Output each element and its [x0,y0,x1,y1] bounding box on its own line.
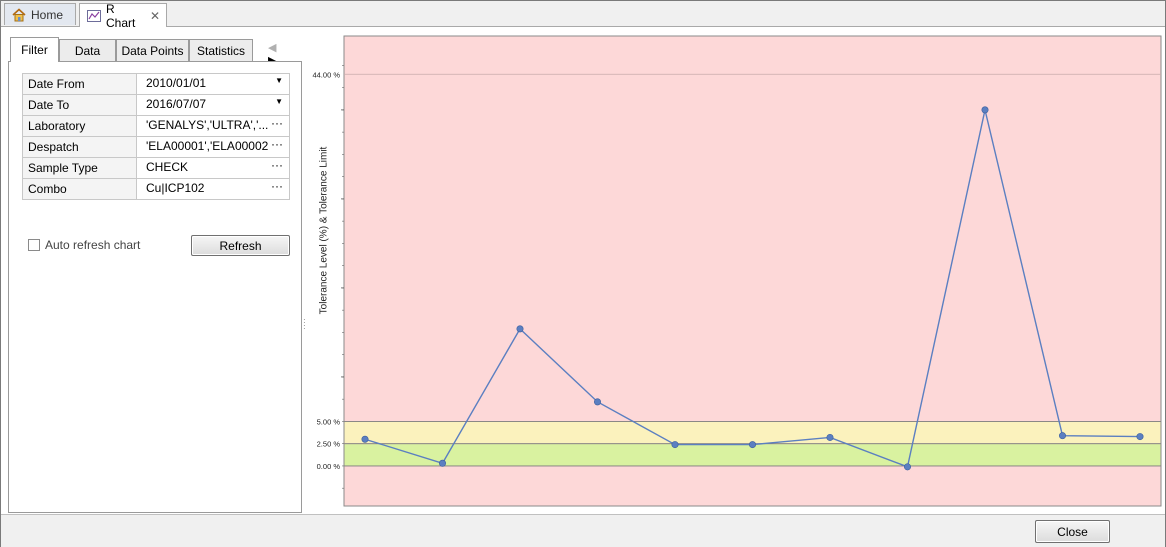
filter-value: 'GENALYS','ULTRA','... [146,117,268,132]
dropdown-arrow-icon[interactable]: ▼ [275,97,283,106]
filter-value-field[interactable]: 2016/07/07 ▼ [136,94,290,116]
data-point [516,325,524,333]
tab-home-label: Home [31,7,64,22]
filter-label: Combo [22,178,137,200]
r-chart-svg: 0.00 % 2.50 % 5.00 % 44.00 % [312,35,1162,507]
filter-tab-body: Date From 2010/01/01 ▼ Date To 2016/07/07 ▼ La… [8,61,302,513]
tab-filter[interactable]: Filter [10,37,59,62]
data-point [903,463,911,471]
refresh-button[interactable]: Refresh [191,235,290,256]
data-point [361,435,369,443]
auto-refresh-checkbox[interactable] [28,239,40,251]
home-icon [11,7,27,23]
tab-data-points[interactable]: Data Points [116,39,189,61]
tab-data[interactable]: Data [59,39,116,61]
filter-property-grid: Date From 2010/01/01 ▼ Date To 2016/07/07 ▼ La… [22,73,290,200]
tolerance-band [344,443,1161,466]
tab-home[interactable]: Home [4,3,76,25]
filter-value-field[interactable]: 2010/01/01 ▼ [136,73,290,95]
data-point [671,441,679,449]
data-point [981,106,989,114]
filter-value-field[interactable]: 'GENALYS','ULTRA','... ··· [136,115,290,137]
filter-label: Laboratory [22,115,137,137]
tab-r-chart[interactable]: R Chart ✕ [79,1,167,30]
ellipsis-button-icon[interactable]: ··· [271,137,283,152]
r-chart-area: Tolerance Level (%) & Tolerance Limit 0.… [305,35,1162,507]
filter-row: Laboratory 'GENALYS','ULTRA','... ··· [22,115,290,137]
data-point [593,398,601,406]
y-tick-label: 44.00 % [312,70,340,79]
data-point [748,441,756,449]
filter-value: 'ELA00001','ELA00002... [146,138,268,153]
filter-value: CHECK [146,159,189,174]
ellipsis-button-icon[interactable]: ··· [271,158,283,173]
tab-r-chart-label: R Chart [106,1,136,30]
filter-value-field[interactable]: CHECK ··· [136,157,290,179]
data-point [439,459,447,467]
tolerance-band [344,421,1161,444]
filter-row: Date From 2010/01/01 ▼ [22,73,290,95]
filter-row: Despatch 'ELA00001','ELA00002... ··· [22,136,290,158]
footer-bar: Close [1,514,1165,547]
close-tab-icon[interactable]: ✕ [149,8,160,23]
auto-refresh-option[interactable]: Auto refresh chart [28,238,140,252]
filter-value: 2010/01/01 [146,75,207,90]
filter-value: 2016/07/07 [146,96,207,111]
y-tick-label: 0.00 % [317,462,341,471]
y-tick-label: 2.50 % [317,440,341,449]
auto-refresh-label: Auto refresh chart [45,238,141,252]
panel-tab-strip: Filter Data Data Points Statistics ◀▶ [8,37,303,67]
filter-value-field[interactable]: Cu|ICP102 ··· [136,178,290,200]
splitter-grip[interactable]: · · · · [303,315,306,333]
ellipsis-button-icon[interactable]: ··· [271,116,283,131]
filter-row: Date To 2016/07/07 ▼ [22,94,290,116]
y-tick-label: 5.00 % [317,417,341,426]
filter-panel: Filter Data Data Points Statistics ◀▶ Da… [8,37,303,513]
filter-label: Sample Type [22,157,137,179]
data-point [1136,433,1144,441]
data-point [826,433,834,441]
filter-label: Despatch [22,136,137,158]
filter-row: Combo Cu|ICP102 ··· [22,178,290,200]
data-point [1058,432,1066,440]
filter-label: Date From [22,73,137,95]
ellipsis-button-icon[interactable]: ··· [271,179,283,194]
document-tab-bar: Home R Chart ✕ [1,1,1165,30]
scroll-left-icon[interactable]: ◀ [268,42,277,54]
filter-label: Date To [22,94,137,116]
filter-row: Sample Type CHECK ··· [22,157,290,179]
filter-value-field[interactable]: 'ELA00001','ELA00002... ··· [136,136,290,158]
tab-statistics[interactable]: Statistics [189,39,253,61]
filter-value: Cu|ICP102 [146,180,205,195]
close-button[interactable]: Close [1035,520,1110,543]
dropdown-arrow-icon[interactable]: ▼ [275,76,283,85]
line-chart-icon [86,8,102,24]
